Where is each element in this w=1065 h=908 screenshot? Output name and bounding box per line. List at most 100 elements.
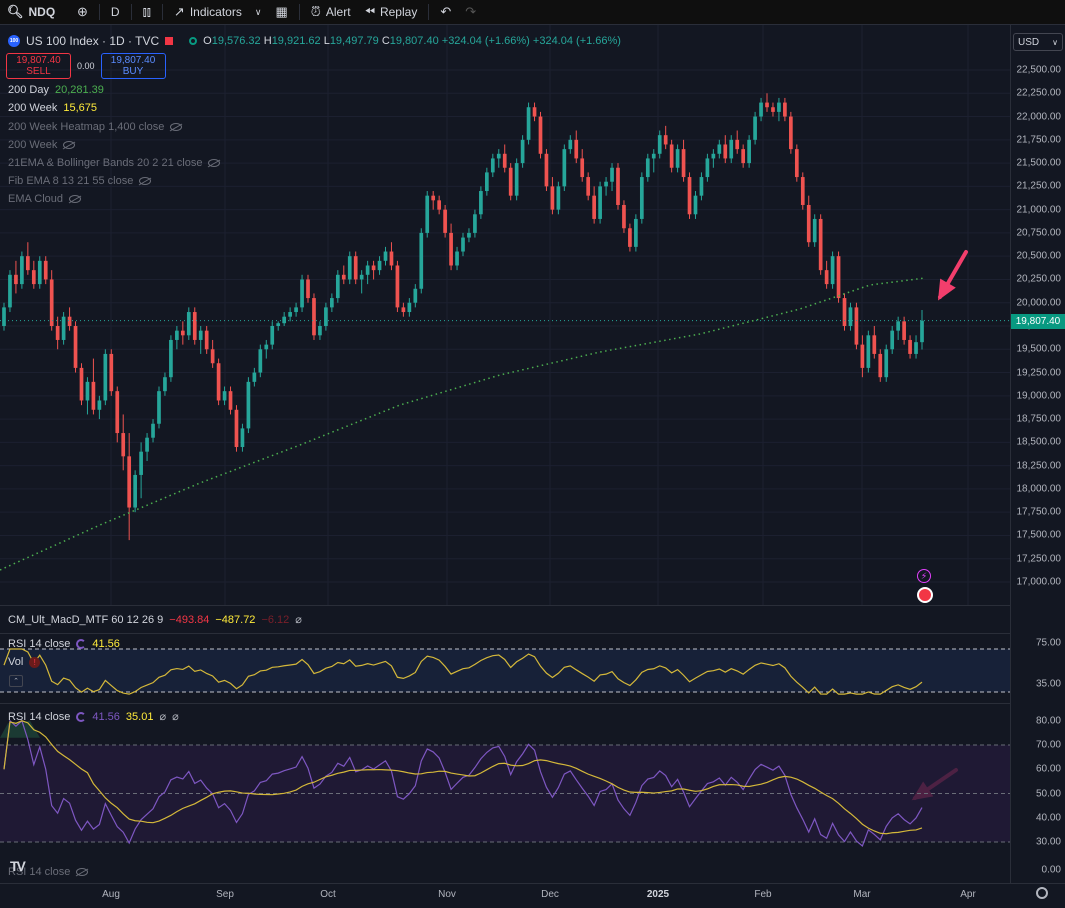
rsi2-axis-label: 70.00 bbox=[1035, 739, 1061, 751]
candle-body bbox=[264, 344, 269, 350]
time-axis-label: Aug bbox=[102, 889, 120, 900]
rsi1-label: RSI 14 close bbox=[8, 638, 71, 650]
study-ema-cloud[interactable]: EMA Cloud bbox=[8, 193, 82, 205]
candle-body bbox=[395, 265, 400, 308]
candle-body bbox=[2, 307, 6, 326]
alert-button[interactable]: ⏰︎ Alert bbox=[304, 0, 358, 25]
rsi2-axis-label: 50.00 bbox=[1035, 788, 1061, 799]
replay-label: Replay bbox=[379, 5, 418, 19]
candle-body bbox=[192, 312, 197, 340]
layouts-button[interactable]: ▦ bbox=[268, 0, 294, 25]
pane-divider[interactable] bbox=[0, 633, 1065, 634]
study-name: 21EMA & Bollinger Bands 20 2 21 close bbox=[8, 157, 203, 169]
candle-body bbox=[878, 353, 883, 378]
rsi-hidden-legend[interactable]: RSI 14 close bbox=[8, 866, 89, 878]
candle-body bbox=[645, 158, 650, 178]
candle-body bbox=[276, 323, 281, 326]
candle-body bbox=[455, 251, 459, 266]
eye-off-icon[interactable] bbox=[69, 195, 82, 203]
price-axis-label: 17,500.00 bbox=[1016, 529, 1062, 541]
rsi2-label: RSI 14 close bbox=[8, 710, 71, 723]
candle-body bbox=[860, 344, 865, 368]
time-axis[interactable]: Aug Sep Oct Nov Dec 2025 Feb Mar Apr bbox=[0, 883, 1065, 908]
eye-off-icon[interactable] bbox=[170, 123, 183, 131]
candle-body bbox=[437, 200, 442, 210]
candle-body bbox=[610, 167, 614, 182]
study-200-week[interactable]: 200 Week 15,675 bbox=[8, 102, 97, 114]
candle-body bbox=[353, 256, 358, 280]
candle-body bbox=[872, 335, 877, 354]
rsi2-legend[interactable]: RSI 14 close 41.56 35.01 ⌀ ⌀ bbox=[8, 710, 179, 724]
interval-button[interactable]: D bbox=[104, 0, 127, 25]
no-data-icon: ⌀ bbox=[295, 614, 302, 626]
candle-body bbox=[324, 307, 328, 326]
replay-button[interactable]: ⏪︎ Replay bbox=[358, 0, 425, 25]
macd-legend[interactable]: CM_Ult_MacD_MTF 60 12 26 9 −493.84 −487.… bbox=[8, 613, 302, 627]
candle-body bbox=[729, 139, 734, 159]
chart-canvas[interactable] bbox=[0, 25, 1010, 883]
candle-body bbox=[335, 274, 340, 299]
plus-circle-icon: ⊕ bbox=[77, 4, 88, 19]
vol-legend[interactable]: Vol ! bbox=[8, 656, 41, 668]
time-axis-label: 2025 bbox=[646, 889, 670, 900]
candle-body bbox=[902, 321, 906, 340]
event-lightning-icon[interactable]: ⚡︎ bbox=[917, 569, 931, 583]
ohlc-values: O19,576.32 H19,921.62 L19,497.79 C19,807… bbox=[203, 35, 621, 47]
no-data-icon: ⌀ bbox=[172, 711, 179, 723]
currency-select[interactable]: USD ∨ bbox=[1013, 33, 1063, 51]
undo-button[interactable]: ↶ bbox=[433, 0, 458, 25]
event-flag-us-icon[interactable] bbox=[917, 587, 933, 603]
price-axis[interactable]: 22,500.00 22,250.00 22,000.00 21,750.00 21,5… bbox=[1010, 25, 1065, 883]
candle-body bbox=[771, 107, 775, 112]
candle-body bbox=[854, 307, 859, 345]
flag-icon[interactable] bbox=[165, 37, 174, 45]
candles-icon: ⫾⫾ bbox=[142, 4, 151, 19]
candle-body bbox=[765, 102, 769, 108]
eye-off-icon[interactable] bbox=[208, 159, 221, 167]
chart-type-button[interactable]: ⫾⫾ bbox=[136, 0, 158, 25]
candle-body bbox=[896, 321, 901, 331]
tradingview-logo[interactable]: TV bbox=[10, 858, 26, 874]
price-axis-label: 17,750.00 bbox=[1016, 506, 1062, 518]
candle-body bbox=[103, 353, 108, 401]
rsi2-axis-label: 30.00 bbox=[1035, 836, 1061, 848]
error-icon[interactable]: ! bbox=[29, 656, 41, 668]
rsi1-legend[interactable]: RSI 14 close 41.56 bbox=[8, 638, 120, 650]
candle-body bbox=[651, 153, 656, 159]
candle-body bbox=[365, 265, 370, 275]
candle-body bbox=[836, 256, 841, 299]
candle-body bbox=[85, 381, 90, 401]
redo-button[interactable]: ↷ bbox=[458, 0, 483, 25]
pane-divider[interactable] bbox=[0, 605, 1065, 606]
candle-body bbox=[818, 218, 823, 271]
candle-body bbox=[699, 177, 704, 196]
symbol-search-button[interactable]: 🔍︎ NDQ bbox=[0, 0, 70, 25]
collapse-icon[interactable]: ⌃ bbox=[9, 675, 23, 687]
study-200-week-hidden[interactable]: 200 Week bbox=[8, 139, 76, 151]
indicators-button[interactable]: ↗ Indicators ∨ bbox=[167, 0, 269, 25]
gear-icon[interactable] bbox=[1036, 887, 1048, 899]
candle-body bbox=[556, 186, 561, 210]
study-fib-ema[interactable]: Fib EMA 8 13 21 55 close bbox=[8, 175, 152, 187]
candle-body bbox=[204, 330, 209, 350]
eye-off-icon[interactable] bbox=[139, 177, 152, 185]
buy-button[interactable]: 19,807.40 BUY bbox=[100, 53, 166, 79]
candle-body bbox=[258, 349, 263, 373]
rsi2-axis-label: 0.00 bbox=[1041, 864, 1061, 876]
compare-add-button[interactable]: ⊕ bbox=[70, 0, 95, 25]
eye-off-icon[interactable] bbox=[76, 868, 89, 876]
study-bollinger[interactable]: 21EMA & Bollinger Bands 20 2 21 close bbox=[8, 157, 221, 169]
ma-200-line bbox=[0, 277, 926, 571]
candle-body bbox=[717, 144, 722, 154]
price-axis-label: 17,000.00 bbox=[1016, 576, 1062, 588]
candle-body bbox=[508, 167, 513, 196]
study-200-day[interactable]: 200 Day 20,281.39 bbox=[8, 84, 104, 96]
candle-body bbox=[20, 256, 24, 285]
candle-body bbox=[73, 326, 78, 368]
study-200-week-heatmap[interactable]: 200 Week Heatmap 1,400 close bbox=[8, 121, 183, 133]
symbol-title[interactable]: US 100 Index · 1D · TVC bbox=[26, 34, 160, 48]
eye-off-icon[interactable] bbox=[63, 141, 76, 149]
pane-divider[interactable] bbox=[0, 703, 1065, 704]
candle-body bbox=[31, 270, 36, 285]
sell-button[interactable]: 19,807.40 SELL bbox=[6, 53, 71, 79]
